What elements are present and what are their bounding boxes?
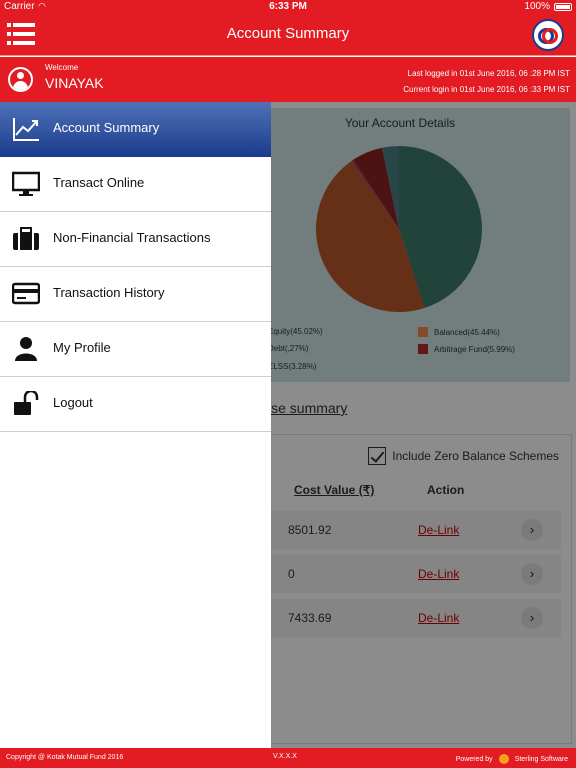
legend-elss: ELSS(3.28%)	[268, 362, 317, 371]
chevron-right-icon[interactable]: ›	[521, 519, 543, 541]
avatar-icon	[8, 67, 33, 92]
delink-link[interactable]: De-Link	[418, 523, 460, 537]
welcome-label: Welcome	[45, 63, 79, 72]
user-icon	[15, 337, 37, 361]
status-bar: Carrier ◠ 6:33 PM 100%	[0, 0, 576, 14]
zero-balance-label: Include Zero Balance Schemes	[392, 449, 559, 463]
user-name: VINAYAK	[45, 75, 104, 91]
briefcase-icon	[13, 227, 39, 250]
legend-swatch	[418, 327, 428, 337]
kotak-logo-icon	[532, 19, 564, 51]
menu-icon[interactable]	[7, 23, 37, 47]
table-row: 0 De-Link ›	[231, 555, 561, 593]
drawer-item-label: My Profile	[53, 340, 111, 355]
battery-percent: 100%	[524, 1, 550, 12]
battery-icon	[554, 3, 572, 11]
powered-by: Powered by Sterling Software	[455, 754, 568, 764]
sterling-logo-icon	[498, 754, 509, 764]
scheme-panel: Include Zero Balance Schemes Cost Value …	[230, 434, 572, 744]
drawer-item-account-summary[interactable]: Account Summary	[0, 102, 271, 157]
drawer-item-my-profile[interactable]: My Profile	[0, 322, 271, 377]
drawer-item-label: Account Summary	[53, 120, 160, 135]
table-row: 8501.92 De-Link ›	[231, 511, 561, 549]
footer: Copyright @ Kotak Mutual Fund 2016 V.X.X…	[0, 748, 576, 768]
legend-swatch	[418, 344, 428, 354]
pie-slice-balanced	[316, 160, 425, 313]
scheme-summary-link[interactable]: ise summary	[268, 400, 348, 416]
copyright: Copyright @ Kotak Mutual Fund 2016	[6, 754, 124, 761]
cost-value: 8501.92	[288, 523, 332, 537]
cost-value: 0	[288, 567, 295, 581]
drawer-item-transact-online[interactable]: Transact Online	[0, 157, 271, 212]
legend-arbitrage: Arbitrage Fund(5.99%)	[418, 344, 515, 354]
monitor-icon	[12, 171, 40, 196]
drawer-item-label: Transaction History	[53, 285, 165, 300]
pie-slice-equity	[399, 146, 482, 308]
login-info: Last logged in 01st June 2016, 06 :28 PM…	[403, 66, 570, 98]
zero-balance-toggle[interactable]: Include Zero Balance Schemes	[368, 447, 559, 465]
legend-equity: Equity(45.02%)	[268, 327, 323, 336]
current-login: Current login in 01st June 2016, 06 :33 …	[403, 85, 570, 94]
action-header: Action	[427, 483, 465, 497]
drawer-item-label: Non-Financial Transactions	[53, 230, 211, 245]
drawer-item-label: Transact Online	[53, 175, 145, 190]
pie-slice-arbitrage-fund	[353, 147, 399, 229]
pie-slice-debt	[352, 159, 399, 229]
account-details-card: Your Account Details Equity(45.02%) Bala…	[230, 108, 570, 382]
trend-chart-icon	[13, 118, 39, 141]
table-row: 7433.69 De-Link ›	[231, 599, 561, 637]
drawer-item-non-financial[interactable]: Non-Financial Transactions	[0, 212, 271, 267]
dim-overlay[interactable]	[271, 102, 576, 748]
delink-link[interactable]: De-Link	[418, 567, 460, 581]
pie-chart	[316, 146, 482, 313]
checkbox-icon[interactable]	[368, 447, 387, 465]
drawer-item-logout[interactable]: Logout	[0, 377, 271, 432]
cost-value-header[interactable]: Cost Value (₹)	[294, 483, 375, 497]
unlock-icon	[14, 391, 39, 415]
legend-debt: Debt(,27%)	[268, 344, 309, 353]
cost-value: 7433.69	[288, 611, 332, 625]
legend-balanced: Balanced(45.44%)	[418, 327, 500, 337]
app-header: Account Summary	[0, 14, 576, 56]
credit-card-icon	[12, 282, 40, 305]
carrier-label: Carrier	[4, 1, 35, 12]
chevron-right-icon[interactable]: ›	[521, 607, 543, 629]
delink-link[interactable]: De-Link	[418, 611, 460, 625]
pie-slice-elss	[382, 146, 399, 229]
clock: 6:33 PM	[269, 1, 307, 12]
version: V.X.X.X	[273, 753, 297, 760]
user-bar: Welcome VINAYAK Last logged in 01st June…	[0, 57, 576, 102]
chevron-right-icon[interactable]: ›	[521, 563, 543, 585]
last-login: Last logged in 01st June 2016, 06 :28 PM…	[407, 69, 570, 78]
page-title: Account Summary	[226, 25, 350, 42]
drawer-item-label: Logout	[53, 395, 93, 410]
wifi-icon: ◠	[38, 1, 46, 11]
chart-title: Your Account Details	[344, 116, 456, 130]
navigation-drawer: Account Summary Transact Online Non-Fina…	[0, 102, 271, 748]
drawer-item-transaction-history[interactable]: Transaction History	[0, 267, 271, 322]
